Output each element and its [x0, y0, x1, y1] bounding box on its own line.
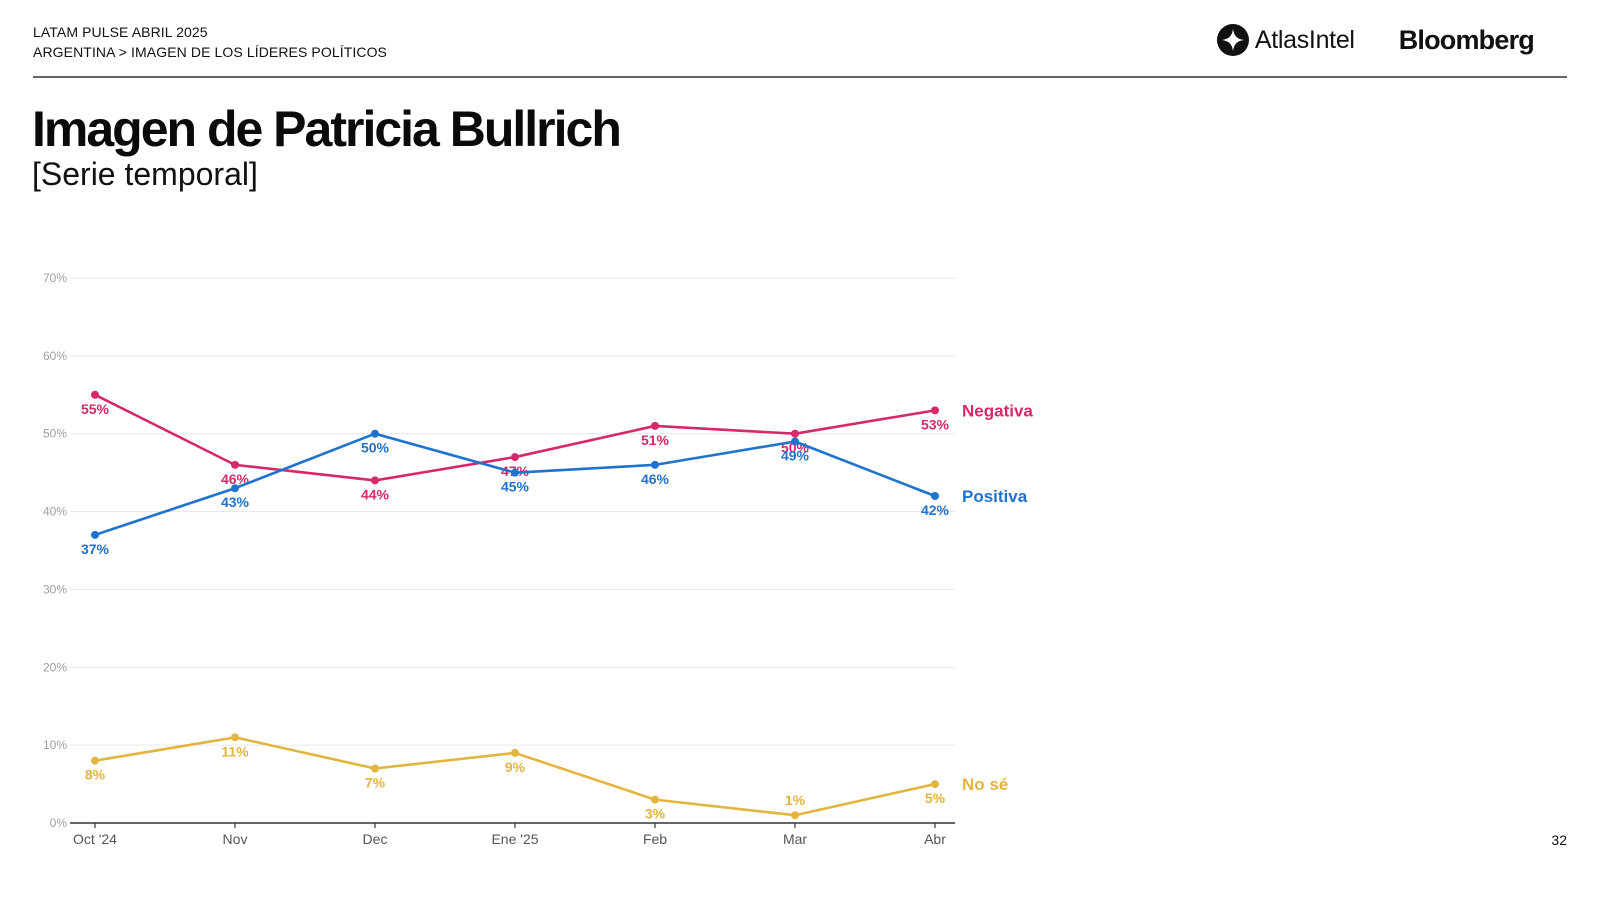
series-name-negativa: Negativa	[962, 401, 1033, 420]
data-label-positiva: 50%	[361, 440, 390, 456]
data-point-no-s	[791, 811, 799, 820]
page-title: Imagen de Patricia Bullrich	[32, 101, 622, 157]
series-name-no-s: No sé	[962, 775, 1008, 794]
x-tick-label: Oct '24	[73, 831, 117, 847]
breadcrumb: ARGENTINA > IMAGEN DE LOS LÍDERES POLÍTI…	[33, 44, 387, 60]
x-tick-label: Feb	[643, 831, 667, 847]
atlasintel-mark-icon	[1216, 24, 1249, 56]
atlasintel-wordmark: AtlasIntel	[1254, 25, 1355, 54]
data-label-positiva: 45%	[501, 479, 530, 495]
data-point-no-s	[231, 733, 239, 742]
bloomberg-logo: Bloomberg	[1398, 24, 1535, 55]
data-point-negativa	[231, 460, 239, 469]
data-label-positiva: 49%	[781, 448, 810, 464]
data-point-negativa	[511, 453, 519, 462]
y-tick-label: 10%	[43, 738, 67, 752]
y-tick-label: 0%	[50, 816, 68, 830]
report-name: LATAM PULSE ABRIL 2025	[33, 24, 208, 40]
data-label-no-s: 9%	[505, 759, 526, 775]
data-label-positiva: 37%	[81, 541, 110, 557]
data-label-no-s: 11%	[221, 743, 249, 759]
report-header: LATAM PULSE ABRIL 2025 ARGENTINA > IMAGE…	[33, 22, 387, 62]
data-point-positiva	[651, 460, 659, 469]
data-point-negativa	[371, 476, 379, 485]
data-point-no-s	[511, 748, 519, 757]
y-tick-label: 40%	[43, 505, 67, 519]
data-label-no-s: 7%	[365, 775, 386, 791]
data-label-positiva: 42%	[921, 502, 950, 518]
data-point-positiva	[931, 492, 939, 500]
data-point-negativa	[791, 429, 799, 438]
data-label-negativa: 46%	[221, 471, 250, 487]
x-tick-label: Abr	[924, 831, 946, 847]
data-point-no-s	[931, 780, 939, 789]
data-point-no-s	[91, 756, 99, 765]
data-point-negativa	[91, 390, 99, 399]
y-tick-label: 50%	[43, 427, 67, 441]
x-tick-label: Dec	[363, 831, 388, 847]
data-label-negativa: 53%	[921, 416, 950, 432]
header-divider	[33, 76, 1567, 78]
data-label-positiva: 43%	[221, 494, 250, 510]
y-tick-label: 60%	[43, 349, 67, 363]
data-label-positiva: 46%	[641, 471, 670, 487]
data-point-no-s	[371, 764, 379, 773]
page-subtitle: [Serie temporal]	[32, 156, 258, 192]
data-point-positiva	[371, 429, 379, 438]
x-tick-label: Ene '25	[491, 831, 538, 847]
data-label-negativa: 44%	[361, 486, 390, 502]
series-name-positiva: Positiva	[962, 487, 1028, 506]
data-point-positiva	[91, 530, 99, 539]
x-tick-label: Nov	[223, 831, 248, 847]
data-point-negativa	[931, 406, 939, 415]
data-label-negativa: 55%	[81, 401, 110, 417]
data-label-no-s: 3%	[645, 806, 666, 822]
data-point-positiva	[791, 437, 799, 446]
atlasintel-logo: AtlasIntel	[1216, 24, 1355, 56]
data-point-positiva	[511, 468, 519, 477]
data-label-no-s: 5%	[925, 790, 946, 806]
data-label-no-s: 8%	[85, 767, 106, 783]
data-label-no-s: 1%	[785, 792, 806, 808]
page-number: 32	[1551, 832, 1567, 848]
data-point-positiva	[231, 484, 239, 493]
x-tick-label: Mar	[783, 831, 807, 847]
data-point-negativa	[651, 421, 659, 430]
brand-logos: AtlasIntel Bloomberg	[1216, 22, 1535, 58]
y-tick-label: 70%	[43, 271, 67, 285]
y-tick-label: 30%	[43, 582, 67, 596]
data-point-no-s	[651, 795, 659, 804]
data-label-negativa: 51%	[641, 432, 670, 448]
y-tick-label: 20%	[43, 660, 67, 674]
